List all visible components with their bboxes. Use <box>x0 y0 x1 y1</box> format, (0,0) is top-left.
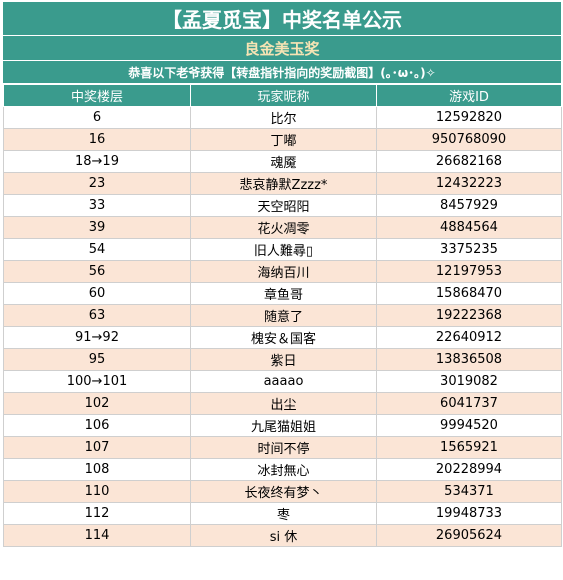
table-body: 6 比尔 12592820 16 丁嘟 950768090 18→19 魂魇 26682168 2… <box>3 106 562 547</box>
table-row: 110 长夜终有梦丶 534371 <box>3 480 562 503</box>
cell-floor: 60 <box>3 282 191 305</box>
column-header-nickname: 玩家昵称 <box>190 84 377 107</box>
cell-floor: 106 <box>3 414 191 437</box>
cell-nickname: 天空昭阳 <box>190 194 377 217</box>
cell-nickname: 章鱼哥 <box>190 282 377 305</box>
table-row: 16 丁嘟 950768090 <box>3 128 562 151</box>
cell-game-id: 9994520 <box>376 414 562 437</box>
cell-game-id: 22640912 <box>376 326 562 349</box>
page-title: 【孟夏觅宝】中奖名单公示 <box>3 2 561 36</box>
table-row: 91→92 槐安＆国客 22640912 <box>3 326 562 349</box>
cell-floor: 56 <box>3 260 191 283</box>
cell-floor: 108 <box>3 458 191 481</box>
cell-floor: 39 <box>3 216 191 239</box>
table-row: 106 九尾猫姐姐 9994520 <box>3 414 562 437</box>
column-header-floor: 中奖楼层 <box>3 84 191 107</box>
table-row: 60 章鱼哥 15868470 <box>3 282 562 305</box>
cell-floor: 95 <box>3 348 191 371</box>
cell-nickname: 比尔 <box>190 106 377 129</box>
cell-nickname: 海纳百川 <box>190 260 377 283</box>
table-row: 63 随意了 19222368 <box>3 304 562 327</box>
cell-game-id: 19948733 <box>376 502 562 525</box>
cell-game-id: 26905624 <box>376 524 562 547</box>
table-row: 18→19 魂魇 26682168 <box>3 150 562 173</box>
cell-game-id: 6041737 <box>376 392 562 415</box>
prize-name: 良金美玉奖 <box>3 36 561 61</box>
cell-floor: 6 <box>3 106 191 129</box>
cell-game-id: 26682168 <box>376 150 562 173</box>
table-row: 23 悲哀静默Zzzz* 12432223 <box>3 172 562 195</box>
cell-game-id: 12592820 <box>376 106 562 129</box>
cell-floor: 114 <box>3 524 191 547</box>
table-row: 95 紫日 13836508 <box>3 348 562 371</box>
table-row: 107 时间不停 1565921 <box>3 436 562 459</box>
cell-nickname: 槐安＆国客 <box>190 326 377 349</box>
table-row: 56 海纳百川 12197953 <box>3 260 562 283</box>
cell-nickname: 花火凋零 <box>190 216 377 239</box>
table-row: 39 花火凋零 4884564 <box>3 216 562 239</box>
cell-nickname: 枣 <box>190 502 377 525</box>
cell-game-id: 19222368 <box>376 304 562 327</box>
congrats-notice: 恭喜以下老爷获得【转盘指针指向的奖励截图】(｡･ω･｡)✧ <box>3 61 561 84</box>
table-row: 33 天空昭阳 8457929 <box>3 194 562 217</box>
cell-nickname: 丁嘟 <box>190 128 377 151</box>
table-row: 114 si 休 26905624 <box>3 524 562 547</box>
table-row: 54 旧人難尋▯ 3375235 <box>3 238 562 261</box>
cell-game-id: 13836508 <box>376 348 562 371</box>
cell-nickname: si 休 <box>190 524 377 547</box>
cell-game-id: 3375235 <box>376 238 562 261</box>
cell-nickname: 出尘 <box>190 392 377 415</box>
cell-floor: 102 <box>3 392 191 415</box>
cell-game-id: 20228994 <box>376 458 562 481</box>
cell-nickname: 紫日 <box>190 348 377 371</box>
cell-floor: 100→101 <box>3 370 191 393</box>
cell-nickname: 长夜终有梦丶 <box>190 480 377 503</box>
cell-floor: 110 <box>3 480 191 503</box>
winner-table: 中奖楼层 玩家昵称 游戏ID 6 比尔 12592820 16 丁嘟 950768090 1… <box>3 84 562 547</box>
cell-nickname: 悲哀静默Zzzz* <box>190 172 377 195</box>
cell-game-id: 8457929 <box>376 194 562 217</box>
column-header-game-id: 游戏ID <box>376 84 562 107</box>
cell-floor: 63 <box>3 304 191 327</box>
cell-floor: 33 <box>3 194 191 217</box>
cell-game-id: 1565921 <box>376 436 562 459</box>
cell-nickname: 时间不停 <box>190 436 377 459</box>
cell-floor: 112 <box>3 502 191 525</box>
cell-game-id: 12197953 <box>376 260 562 283</box>
cell-game-id: 950768090 <box>376 128 562 151</box>
cell-game-id: 12432223 <box>376 172 562 195</box>
cell-floor: 54 <box>3 238 191 261</box>
cell-nickname: 冰封無心 <box>190 458 377 481</box>
cell-nickname: 旧人難尋▯ <box>190 238 377 261</box>
table-row: 102 出尘 6041737 <box>3 392 562 415</box>
cell-game-id: 4884564 <box>376 216 562 239</box>
cell-floor: 18→19 <box>3 150 191 173</box>
table-row: 108 冰封無心 20228994 <box>3 458 562 481</box>
table-row: 100→101 aaaao 3019082 <box>3 370 562 393</box>
cell-floor: 91→92 <box>3 326 191 349</box>
cell-nickname: 九尾猫姐姐 <box>190 414 377 437</box>
table-row: 112 枣 19948733 <box>3 502 562 525</box>
cell-game-id: 3019082 <box>376 370 562 393</box>
cell-nickname: 魂魇 <box>190 150 377 173</box>
cell-nickname: aaaao <box>190 370 377 393</box>
cell-floor: 16 <box>3 128 191 151</box>
winner-sheet: 【孟夏觅宝】中奖名单公示 良金美玉奖 恭喜以下老爷获得【转盘指针指向的奖励截图】… <box>2 2 562 547</box>
cell-floor: 23 <box>3 172 191 195</box>
table-header-row: 中奖楼层 玩家昵称 游戏ID <box>3 84 562 107</box>
cell-game-id: 534371 <box>376 480 562 503</box>
table-row: 6 比尔 12592820 <box>3 106 562 129</box>
cell-nickname: 随意了 <box>190 304 377 327</box>
cell-game-id: 15868470 <box>376 282 562 305</box>
cell-floor: 107 <box>3 436 191 459</box>
